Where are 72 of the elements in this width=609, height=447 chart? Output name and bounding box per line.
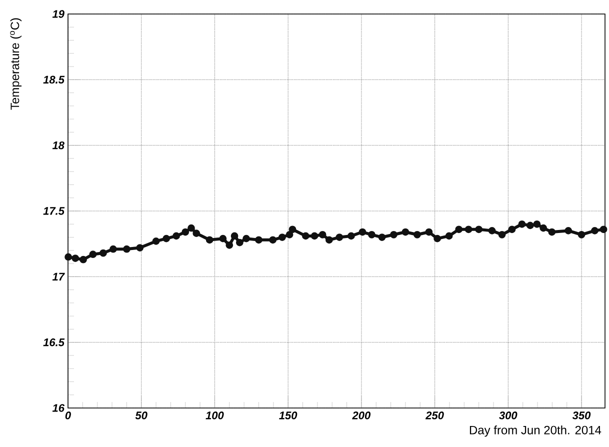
y-tick-label: 16 [52, 404, 65, 412]
point [390, 230, 398, 238]
point [464, 226, 472, 234]
x-tick-label: 150 [279, 412, 298, 420]
point [188, 224, 195, 232]
point [172, 232, 180, 240]
point [318, 230, 326, 238]
point [242, 234, 250, 242]
point [230, 232, 238, 240]
point [136, 244, 144, 252]
point [278, 234, 286, 241]
x-tick-label: 200 [352, 412, 371, 420]
x-tick-label: 300 [499, 412, 518, 420]
y-tick-label: 17 [52, 272, 65, 280]
point [533, 220, 541, 228]
point [226, 241, 234, 249]
x-tick-label: 100 [206, 412, 224, 420]
point [455, 226, 463, 234]
point [402, 228, 410, 236]
point [347, 232, 355, 240]
point [286, 230, 294, 238]
point [508, 226, 516, 234]
point [425, 228, 433, 236]
point [269, 236, 277, 244]
point [310, 232, 318, 240]
point [498, 230, 506, 238]
y-tick-label: 18 [52, 141, 64, 150]
point [162, 234, 170, 242]
point [236, 238, 244, 246]
point [325, 236, 333, 244]
point [414, 230, 421, 238]
point [206, 236, 214, 244]
point [378, 234, 386, 241]
point [578, 230, 586, 238]
point [123, 245, 130, 253]
x-tick-label: 250 [425, 412, 444, 420]
point [445, 232, 453, 240]
point [591, 227, 598, 234]
point [526, 222, 534, 230]
point [540, 224, 548, 232]
point [475, 226, 483, 234]
point [100, 249, 107, 257]
point [600, 226, 608, 234]
point [518, 220, 526, 228]
point [564, 227, 572, 234]
point [192, 230, 200, 238]
point [548, 228, 556, 236]
point [302, 232, 310, 240]
y-tick-label: 17.5 [43, 207, 65, 215]
point [358, 228, 366, 236]
y-tick-label: 19 [52, 10, 64, 18]
y-tick-label: 16.5 [43, 338, 65, 346]
point [80, 256, 87, 264]
point [72, 254, 80, 262]
point [182, 228, 190, 236]
point [488, 227, 496, 234]
point [110, 245, 117, 253]
point [434, 234, 441, 242]
point [64, 253, 72, 261]
point [89, 250, 97, 258]
x-axis-title: Day from Jun 20th. 2014 [470, 426, 602, 437]
point [255, 236, 262, 244]
point [288, 226, 296, 234]
y-tick-label: 18.5 [43, 76, 65, 84]
y-axis-title: Temperature ($^{o}$C) [10, 18, 22, 110]
point [368, 230, 376, 238]
x-tick-label: 0 [65, 412, 71, 420]
point [219, 234, 227, 242]
point [152, 238, 160, 245]
x-tick-label: 50 [135, 412, 148, 420]
point [336, 234, 344, 241]
x-tick-label: 350 [572, 412, 591, 420]
